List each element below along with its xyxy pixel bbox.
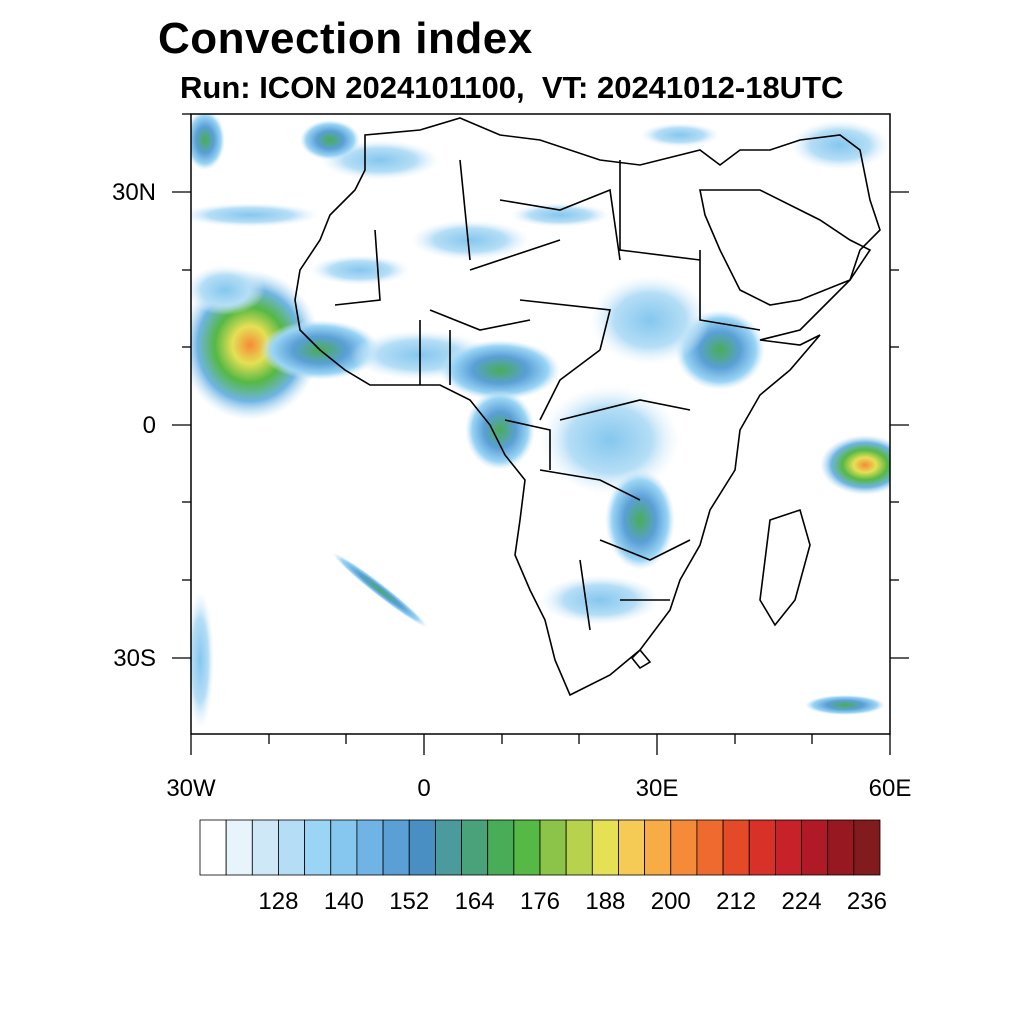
madagascar-coastline [759, 508, 811, 627]
lon-label-30w: 30W [166, 775, 216, 802]
convection-cell [790, 120, 890, 170]
colorbar-swatch [330, 819, 358, 876]
map-frame [190, 113, 891, 735]
convection-cell [300, 120, 360, 160]
country-borders [334, 159, 761, 631]
convection-cell [332, 552, 428, 628]
colorbar-swatch [461, 819, 489, 876]
colorbar-swatch [225, 819, 253, 876]
colorbar-tick-label: 140 [323, 888, 364, 915]
colorbar-swatch [434, 819, 462, 876]
colorbar-tick-label: 176 [519, 888, 561, 915]
colorbar-swatch [199, 819, 227, 876]
convection-cell [191, 265, 265, 315]
convection-cell [540, 575, 660, 625]
lesotho-border [630, 648, 652, 670]
colorbar-swatch [748, 819, 776, 876]
colorbar-swatch [853, 819, 881, 876]
convection-cell [440, 340, 560, 400]
convection-cell [465, 390, 535, 470]
convection-cell [605, 470, 675, 570]
convection-cell [191, 590, 214, 730]
colorbar-swatch [251, 819, 279, 876]
lat-label-0: 0 [142, 412, 156, 439]
colorbar-swatch [722, 819, 750, 876]
colorbar [199, 819, 881, 876]
convection-cell [820, 435, 890, 495]
colorbar-tick-label: 164 [454, 888, 495, 915]
colorbar-swatch [304, 819, 332, 876]
colorbar-swatch [801, 819, 829, 876]
map-title: Convection index [158, 14, 533, 63]
colorbar-swatch [696, 819, 724, 876]
colorbar-swatch [539, 819, 567, 876]
coastlines [294, 117, 881, 697]
colorbar-swatch [827, 819, 855, 876]
colorbar-swatch [356, 819, 384, 876]
convection-cell [640, 123, 720, 147]
colorbar-tick-label: 152 [389, 888, 430, 915]
lon-label-0: 0 [417, 775, 431, 802]
convection-cell [590, 275, 710, 365]
convection-cell [540, 385, 680, 495]
convection-field [191, 114, 890, 730]
colorbar-tick-label: 128 [258, 888, 299, 915]
convection-cell [310, 255, 410, 285]
map-subtitle: Run: ICON 2024101100, VT: 20241012-18UTC [180, 70, 844, 105]
convection-cell [191, 203, 320, 227]
colorbar-swatch [408, 819, 436, 876]
colorbar-swatch [382, 819, 410, 876]
lon-label-60e: 60E [868, 775, 912, 802]
colorbar-swatch [513, 819, 541, 876]
colorbar-tick-label: 200 [650, 888, 691, 915]
colorbar-swatch [591, 819, 619, 876]
colorbar-swatch [618, 819, 646, 876]
colorbar-swatch [774, 819, 802, 876]
colorbar-swatch [487, 819, 515, 876]
colorbar-tick-label: 224 [781, 888, 822, 915]
colorbar-swatch [670, 819, 698, 876]
arabia-coastline [699, 189, 872, 306]
colorbar-swatch [565, 819, 593, 876]
convection-cell [191, 114, 225, 170]
lat-label-30s: 30S [113, 645, 156, 672]
colorbar-swatch [278, 819, 306, 876]
colorbar-tick-label: 188 [585, 888, 626, 915]
colorbar-tick-label: 212 [716, 888, 757, 915]
lon-label-30e: 30E [635, 775, 679, 802]
colorbar-tick-label: 236 [846, 888, 887, 915]
lat-label-30n: 30N [111, 179, 156, 206]
colorbar-swatch [644, 819, 672, 876]
axis-ticks [172, 113, 909, 755]
convection-cell [410, 220, 530, 260]
convection-cell [805, 695, 885, 715]
convection-cell [510, 203, 610, 227]
africa-coastline [294, 117, 881, 697]
